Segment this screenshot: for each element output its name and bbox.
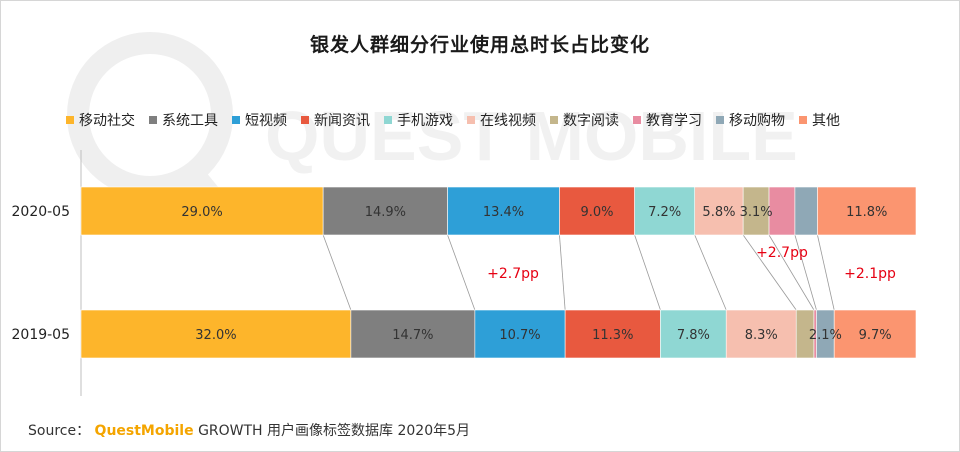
bar-segment <box>447 186 560 236</box>
source-note: Source： QuestMobile GROWTH 用户画像标签数据库 202… <box>28 420 470 440</box>
legend-item: 教育学习 <box>633 110 702 130</box>
source-prefix: Source： <box>28 423 91 439</box>
bar-segment <box>660 309 727 359</box>
data-label: 32.0% <box>195 328 236 343</box>
legend-swatch <box>467 116 475 124</box>
legend-label: 手机游戏 <box>397 113 453 129</box>
bar-segment <box>817 186 917 236</box>
bar-segment <box>833 309 917 359</box>
bar-segment <box>768 186 796 236</box>
annotation-label: +2.7pp <box>756 245 808 261</box>
bar-segment <box>350 309 476 359</box>
legend-swatch <box>550 116 558 124</box>
legend-label: 短视频 <box>245 113 287 129</box>
data-label: 7.8% <box>677 328 710 343</box>
legend-item: 数字阅读 <box>550 110 619 130</box>
bar-segment <box>80 186 324 236</box>
bar-segment <box>474 309 566 359</box>
connector-line <box>447 234 476 311</box>
legend-label: 移动社交 <box>79 113 135 129</box>
legend-swatch <box>232 116 240 124</box>
connector-line <box>322 234 352 311</box>
legend-swatch <box>301 116 309 124</box>
bar-segment <box>322 186 448 236</box>
bar-segment <box>634 186 696 236</box>
data-label: 11.8% <box>846 205 887 220</box>
bar-segment <box>559 186 635 236</box>
data-label: 9.0% <box>581 205 614 220</box>
category-label: 2019-05 <box>12 327 71 343</box>
bar-segment <box>794 186 818 236</box>
annotation-label: +2.7pp <box>487 266 539 282</box>
legend-item: 系统工具 <box>149 110 218 130</box>
category-label: 2020-05 <box>12 204 71 220</box>
data-label: 7.2% <box>648 205 681 220</box>
data-label: 14.9% <box>365 205 406 220</box>
legend-swatch <box>799 116 807 124</box>
bar-segment <box>742 186 770 236</box>
legend-label: 教育学习 <box>646 113 702 129</box>
legend-item: 在线视频 <box>467 110 536 130</box>
annotation-label: +2.1pp <box>844 266 896 282</box>
data-label: 11.3% <box>592 328 633 343</box>
connector-line <box>694 234 727 311</box>
legend-label: 移动购物 <box>729 113 785 129</box>
legend-item: 其他 <box>799 110 840 130</box>
data-label: 10.7% <box>499 328 540 343</box>
legend-label: 新闻资讯 <box>314 113 370 129</box>
legend-label: 数字阅读 <box>563 113 619 129</box>
legend-item: 移动社交 <box>66 110 135 130</box>
connector-line <box>634 234 661 311</box>
data-label: 2.1% <box>809 328 842 343</box>
data-label: 29.0% <box>181 205 222 220</box>
legend-item: 手机游戏 <box>384 110 453 130</box>
legend-label: 系统工具 <box>162 113 218 129</box>
data-label: 5.8% <box>702 205 735 220</box>
data-label: 3.1% <box>740 205 773 220</box>
legend-label: 在线视频 <box>480 113 536 129</box>
connector-line <box>742 234 797 311</box>
data-label: 13.4% <box>483 205 524 220</box>
legend-label: 其他 <box>812 113 840 129</box>
legend-swatch <box>66 116 74 124</box>
source-text: GROWTH 用户画像标签数据库 2020年5月 <box>198 423 471 439</box>
bar-segment <box>694 186 744 236</box>
bar-segment <box>725 309 797 359</box>
chart-title: 银发人群细分行业使用总时长占比变化 <box>309 34 650 56</box>
legend: 移动社交 系统工具 短视频 新闻资讯 手机游戏 在线视频 数字阅读 教育学习 移动购物 其他 <box>66 110 926 130</box>
data-label: 8.3% <box>745 328 778 343</box>
connector-line <box>559 234 566 311</box>
data-label: 14.7% <box>392 328 433 343</box>
source-brand: QuestMobile <box>94 423 194 439</box>
connector-line <box>768 234 815 311</box>
data-label: 9.7% <box>859 328 892 343</box>
legend-swatch <box>716 116 724 124</box>
bar-segment <box>80 309 352 359</box>
legend-swatch <box>633 116 641 124</box>
legend-item: 移动购物 <box>716 110 785 130</box>
connector-line <box>817 234 835 311</box>
legend-item: 新闻资讯 <box>301 110 370 130</box>
legend-item: 短视频 <box>232 110 287 130</box>
legend-swatch <box>384 116 392 124</box>
connector-line <box>794 234 817 311</box>
legend-swatch <box>149 116 157 124</box>
